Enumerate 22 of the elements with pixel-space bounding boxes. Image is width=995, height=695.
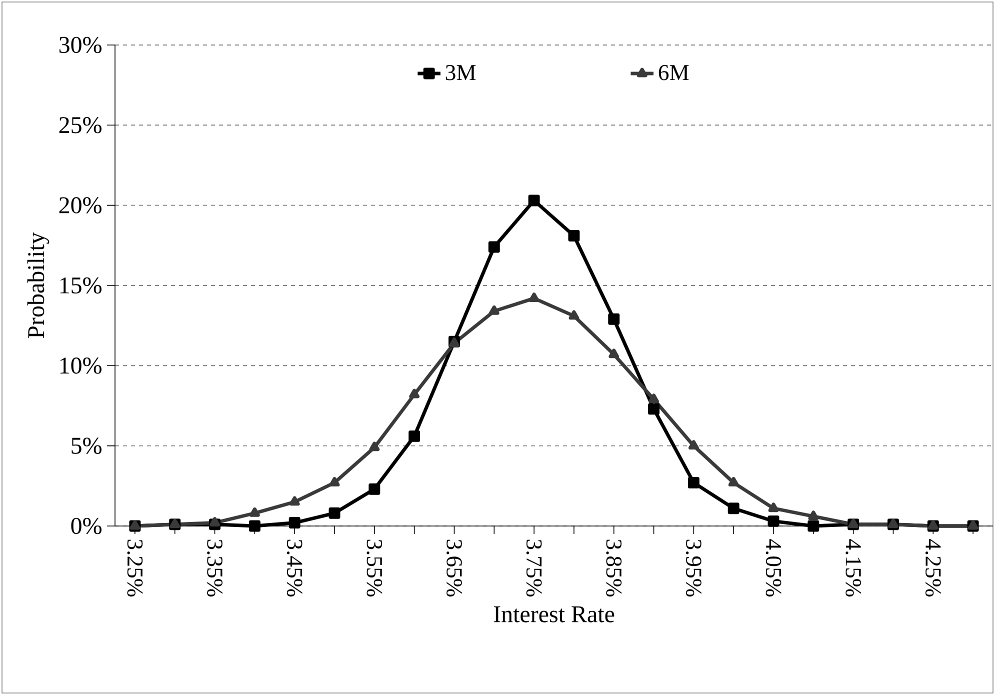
x-tick-label: 3.45%	[286, 540, 302, 596]
x-tick-label: 4.25%	[925, 539, 941, 596]
y-tick-label: 5%	[72, 438, 102, 454]
x-axis-title: Interest Rate	[494, 606, 614, 622]
x-tick-label: 3.65%	[446, 540, 462, 596]
y-tick-label: 0%	[71, 518, 102, 534]
y-tick-label: 20%	[59, 197, 102, 214]
x-tick-label: 4.15%	[846, 539, 862, 596]
x-tick-label: 4.05%	[766, 539, 782, 596]
legend-label: 3M	[446, 65, 476, 80]
y-tick-label: 10%	[60, 358, 102, 374]
y-tick-label: 15%	[60, 277, 102, 294]
x-tick-label: 3.55%	[366, 540, 382, 596]
x-tick-label: 3.85%	[606, 540, 622, 596]
y-axis-title: Probability	[27, 232, 50, 338]
x-tick-label: 3.35%	[207, 540, 222, 596]
legend-label: 6M	[658, 65, 689, 80]
y-tick-label: 25%	[59, 117, 102, 134]
x-tick-label: 3.25%	[127, 540, 143, 596]
x-tick-label: 3.95%	[686, 540, 702, 596]
y-tick-label: 30%	[59, 36, 102, 54]
x-tick-label: 3.75%	[526, 540, 542, 596]
